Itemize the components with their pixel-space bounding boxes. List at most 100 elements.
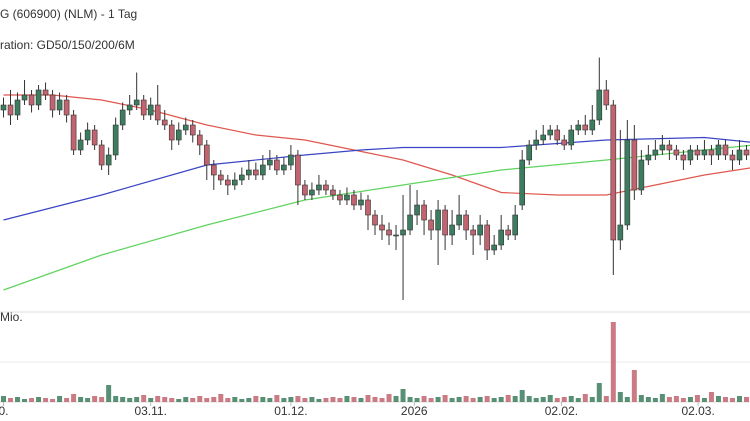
volume-bar xyxy=(512,396,518,402)
candle-body xyxy=(666,144,673,151)
volume-bar xyxy=(652,398,658,402)
x-tick-label: 01.12. xyxy=(274,404,307,418)
volume-bar xyxy=(575,398,581,402)
volume-bar xyxy=(645,397,651,402)
candle-body xyxy=(736,149,743,161)
candle-body xyxy=(84,129,91,141)
candle-body xyxy=(463,214,469,231)
volume-bar xyxy=(456,397,462,402)
candle-body xyxy=(575,124,582,131)
candle-body xyxy=(470,229,476,236)
candle-body xyxy=(49,94,56,111)
candle-body xyxy=(217,174,224,181)
volume-bar xyxy=(246,398,252,402)
volume-bar xyxy=(29,398,35,402)
volume-bar xyxy=(708,392,714,402)
volume-bar xyxy=(351,397,357,402)
candle-body xyxy=(189,124,196,136)
candle-body xyxy=(568,129,575,146)
candle-body xyxy=(126,104,133,111)
candle-body xyxy=(281,164,287,171)
volume-bar xyxy=(400,389,406,402)
volume-bar xyxy=(414,398,420,402)
volume-label: Mio. xyxy=(0,310,23,324)
moving-average xyxy=(3,94,750,196)
candle-body xyxy=(203,144,210,166)
candle-body xyxy=(28,94,35,106)
candle-body xyxy=(7,104,14,116)
candle-body xyxy=(63,99,70,116)
volume-bar xyxy=(274,395,280,402)
candle-body xyxy=(743,149,750,156)
volume-bar xyxy=(505,395,511,402)
candle-body xyxy=(210,164,217,176)
volume-bar xyxy=(673,396,679,402)
candle-body xyxy=(295,154,301,186)
candle-body xyxy=(519,159,525,206)
volume-bar xyxy=(589,397,595,402)
volume-bar xyxy=(218,394,224,402)
candle-body xyxy=(154,104,161,121)
volume-bar xyxy=(281,398,287,402)
volume-bar xyxy=(148,398,154,402)
candle-body xyxy=(35,89,42,106)
volume-bar xyxy=(183,397,189,402)
candle-body xyxy=(400,229,406,236)
volume-bar xyxy=(498,397,504,402)
volume-bar xyxy=(22,399,28,402)
volume-bar xyxy=(197,396,203,402)
candle-body xyxy=(680,154,687,161)
volume-bar xyxy=(309,397,315,402)
candle-body xyxy=(498,229,504,246)
candle-body xyxy=(561,139,568,146)
volume-bar xyxy=(204,398,210,402)
candle-body xyxy=(225,179,231,186)
volume-bar xyxy=(687,397,693,402)
volume-bar xyxy=(99,397,105,402)
volume-bar xyxy=(1,396,7,402)
volume-bar xyxy=(477,397,483,402)
candle-body xyxy=(715,144,722,156)
candle-body xyxy=(330,189,336,196)
volume-bar xyxy=(666,397,672,402)
volume-bar xyxy=(344,396,350,402)
volume-bar xyxy=(491,398,497,402)
volume-bar xyxy=(568,396,574,402)
volume-bar xyxy=(92,396,98,402)
volume-bar xyxy=(232,397,238,402)
candle-body xyxy=(687,149,694,161)
volume-bar xyxy=(694,395,700,402)
candle-body xyxy=(316,184,322,191)
candle-body xyxy=(112,124,119,156)
candle-body xyxy=(659,144,666,151)
volume-bar xyxy=(64,398,70,402)
candle-body xyxy=(105,154,112,166)
candle-body xyxy=(182,124,189,131)
x-tick-label: 02.02. xyxy=(545,404,578,418)
candle-body xyxy=(253,169,259,176)
candle-body xyxy=(70,114,77,151)
x-tick-label: 03.11. xyxy=(134,404,166,418)
candle-body xyxy=(161,119,168,126)
candle-body xyxy=(309,189,315,196)
volume-bar xyxy=(428,398,434,402)
candle-body xyxy=(428,219,434,231)
x-tick-label: 2026 xyxy=(401,404,428,418)
volume-bar xyxy=(631,370,637,402)
candle-body xyxy=(393,234,399,237)
volume-bar xyxy=(379,398,385,402)
candle-body xyxy=(196,134,203,146)
volume-bar xyxy=(554,398,560,402)
volume-bar xyxy=(141,395,147,402)
candle-body xyxy=(708,149,715,156)
candle-body xyxy=(274,159,280,171)
moving-averages xyxy=(3,94,750,291)
candle-body xyxy=(477,224,483,236)
candle-body xyxy=(582,124,589,131)
candle-body xyxy=(239,174,245,181)
volume-bar xyxy=(260,397,266,402)
volume-bar xyxy=(134,397,140,402)
volume-bar xyxy=(526,396,532,402)
volume-bar xyxy=(386,394,392,402)
